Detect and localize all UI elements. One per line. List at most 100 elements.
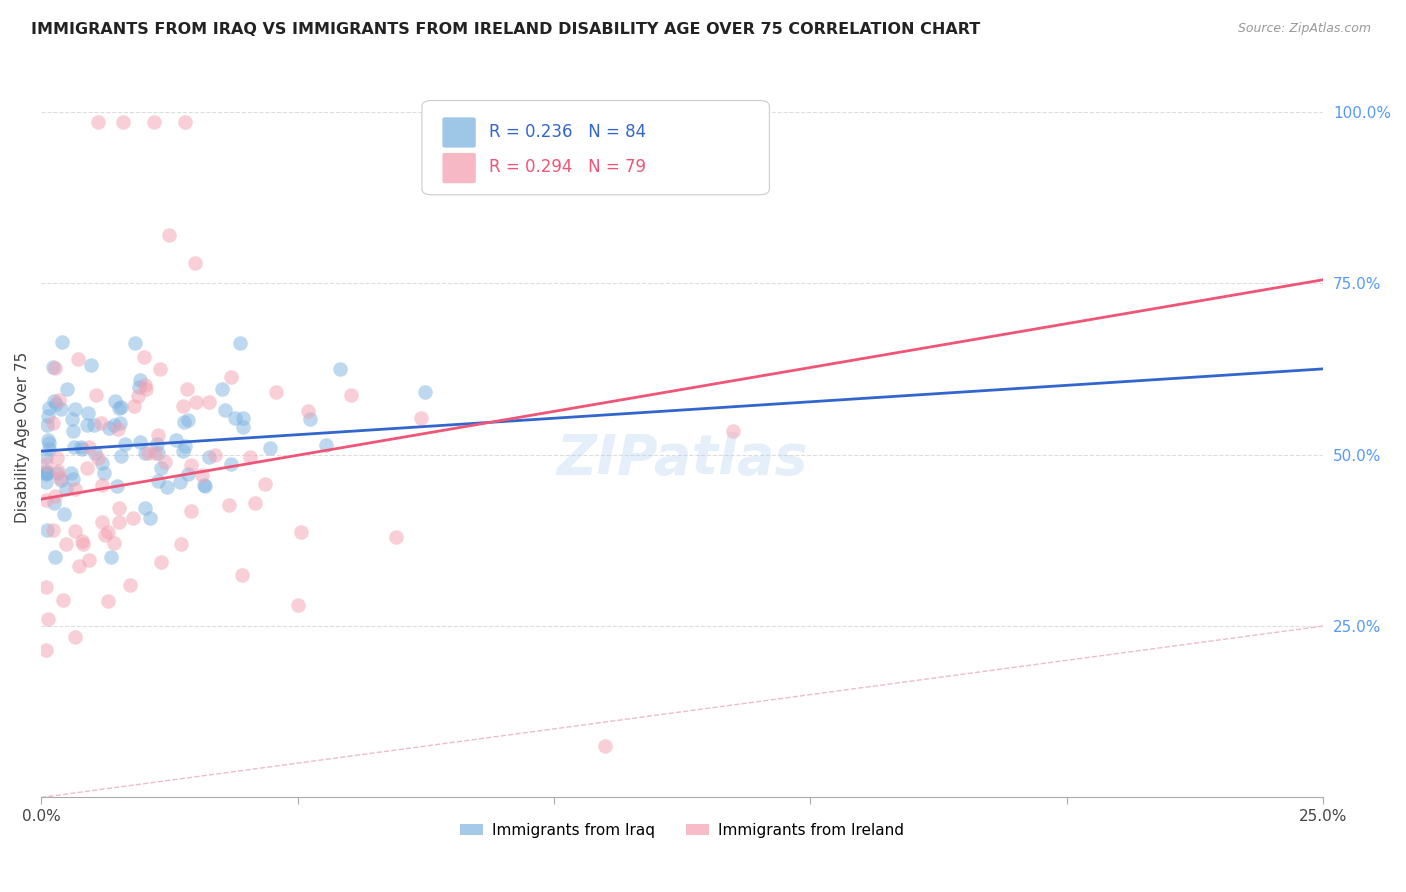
Point: [55, 483, 77, 497]
Point: [51, 402, 73, 417]
Point: [56, 382, 79, 396]
Point: [176, 382, 198, 396]
Point: [211, 382, 233, 396]
Point: [165, 433, 187, 447]
Point: [35, 475, 58, 490]
Point: [385, 530, 408, 544]
Point: [84, 387, 107, 401]
Point: [177, 413, 200, 427]
Point: [91, 515, 114, 529]
Point: [35, 493, 58, 508]
FancyBboxPatch shape: [422, 101, 769, 194]
Point: [62, 425, 84, 439]
Point: [146, 427, 169, 442]
Point: [35, 466, 58, 480]
Point: [93, 466, 115, 480]
Point: [107, 401, 129, 416]
Point: [70, 533, 93, 548]
Point: [38, 435, 60, 450]
Point: [135, 383, 157, 397]
Point: [35, 450, 58, 465]
Point: [198, 450, 221, 465]
Point: [142, 115, 165, 129]
Point: [150, 555, 173, 569]
Point: [110, 416, 132, 430]
Point: [63, 524, 86, 538]
Point: [91, 477, 114, 491]
Point: [45, 397, 67, 411]
Point: [86, 115, 108, 129]
Point: [100, 550, 122, 565]
Point: [231, 567, 253, 582]
Point: [42, 359, 65, 374]
Point: [204, 449, 226, 463]
Point: [52, 593, 75, 607]
Point: [37, 466, 59, 480]
Point: [298, 412, 321, 426]
Point: [35, 643, 58, 657]
Point: [121, 511, 143, 525]
Point: [76, 406, 98, 420]
Point: [37, 433, 59, 447]
Point: [127, 389, 149, 403]
Point: [38, 401, 60, 415]
Text: R = 0.236   N = 84: R = 0.236 N = 84: [489, 122, 645, 141]
Text: ZIPatlas: ZIPatlas: [557, 432, 808, 486]
Point: [413, 385, 436, 400]
Point: [339, 388, 361, 402]
Point: [104, 393, 127, 408]
Point: [287, 599, 309, 613]
Point: [224, 410, 246, 425]
Point: [124, 335, 146, 350]
Point: [35, 417, 58, 432]
Point: [84, 446, 107, 460]
Point: [91, 456, 114, 470]
Point: [107, 422, 129, 436]
Point: [134, 446, 156, 460]
Point: [35, 464, 58, 478]
Point: [49, 473, 72, 487]
Point: [254, 477, 277, 491]
Point: [243, 496, 266, 510]
Point: [169, 475, 191, 490]
Point: [80, 358, 103, 372]
Point: [150, 461, 173, 475]
Point: [239, 450, 262, 465]
Point: [44, 496, 66, 510]
Point: [76, 418, 98, 433]
Point: [37, 523, 59, 537]
Point: [83, 417, 105, 432]
Point: [146, 474, 169, 488]
Point: [37, 409, 59, 423]
Point: [214, 403, 236, 417]
Point: [42, 523, 65, 537]
Point: [59, 466, 82, 480]
Point: [173, 115, 195, 129]
Point: [156, 480, 179, 494]
Point: [38, 442, 60, 457]
Point: [42, 417, 65, 431]
Point: [114, 437, 136, 451]
Point: [146, 436, 169, 450]
Point: [118, 578, 141, 592]
Point: [97, 524, 120, 539]
Point: [76, 461, 98, 475]
Point: [108, 501, 131, 516]
Point: [172, 399, 194, 413]
Point: [49, 471, 72, 485]
Point: [112, 115, 135, 129]
Point: [44, 361, 66, 376]
Point: [35, 467, 58, 482]
Point: [122, 399, 145, 413]
Point: [65, 402, 87, 417]
Point: [134, 501, 156, 516]
Point: [186, 395, 208, 409]
Point: [176, 467, 198, 481]
Point: [191, 468, 214, 483]
Point: [229, 336, 252, 351]
Point: [194, 479, 217, 493]
Point: [97, 594, 120, 608]
Point: [170, 537, 193, 551]
Point: [184, 255, 207, 269]
Point: [110, 449, 132, 463]
